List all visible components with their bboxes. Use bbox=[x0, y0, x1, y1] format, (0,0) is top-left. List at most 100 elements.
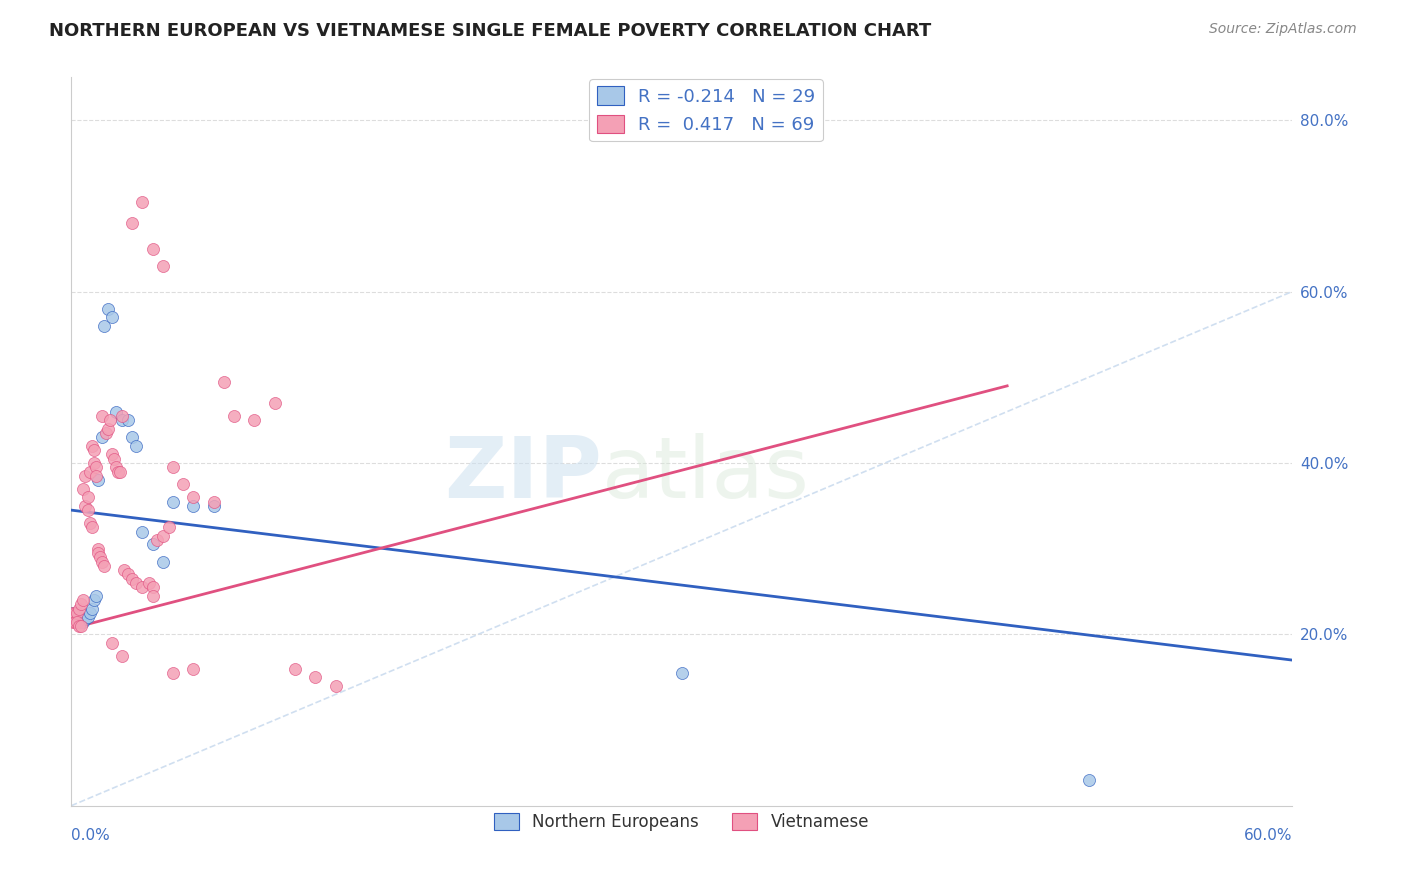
Point bbox=[107, 465, 129, 479]
Text: atlas: atlas bbox=[602, 433, 810, 516]
Point bbox=[62, 606, 84, 620]
Point bbox=[157, 520, 180, 534]
Point bbox=[75, 612, 97, 626]
Point bbox=[111, 648, 134, 663]
Point bbox=[103, 451, 125, 466]
Point bbox=[117, 567, 139, 582]
Point bbox=[67, 619, 90, 633]
Point bbox=[284, 662, 307, 676]
Point bbox=[325, 679, 347, 693]
Point bbox=[152, 259, 174, 273]
Point bbox=[75, 468, 97, 483]
Point bbox=[162, 494, 184, 508]
Point bbox=[70, 619, 93, 633]
Point bbox=[162, 665, 184, 680]
Point bbox=[76, 490, 98, 504]
Point bbox=[79, 465, 101, 479]
Point bbox=[152, 529, 174, 543]
Point bbox=[202, 499, 225, 513]
Point bbox=[86, 541, 108, 556]
Point bbox=[108, 465, 131, 479]
Point bbox=[105, 460, 128, 475]
Point bbox=[121, 572, 143, 586]
Point bbox=[181, 499, 204, 513]
Point bbox=[125, 439, 148, 453]
Point bbox=[93, 558, 115, 573]
Point bbox=[76, 503, 98, 517]
Point bbox=[67, 601, 90, 615]
Point bbox=[65, 615, 87, 629]
Point bbox=[83, 593, 105, 607]
Point bbox=[671, 665, 693, 680]
Point bbox=[80, 439, 103, 453]
Point bbox=[162, 460, 184, 475]
Point bbox=[222, 409, 245, 423]
Point bbox=[152, 555, 174, 569]
Point bbox=[101, 447, 124, 461]
Point bbox=[90, 409, 112, 423]
Point bbox=[84, 468, 107, 483]
Point bbox=[93, 318, 115, 333]
Point bbox=[72, 615, 94, 629]
Point bbox=[131, 524, 153, 539]
Point bbox=[142, 537, 165, 551]
Point bbox=[80, 601, 103, 615]
Point bbox=[121, 430, 143, 444]
Point bbox=[70, 598, 93, 612]
Point bbox=[66, 615, 89, 629]
Point bbox=[62, 606, 84, 620]
Point bbox=[97, 301, 120, 316]
Point bbox=[83, 456, 105, 470]
Text: 0.0%: 0.0% bbox=[72, 828, 110, 843]
Point bbox=[76, 610, 98, 624]
Point bbox=[145, 533, 167, 548]
Point bbox=[75, 499, 97, 513]
Point bbox=[263, 396, 285, 410]
Point bbox=[101, 310, 124, 325]
Point bbox=[142, 580, 165, 594]
Text: Source: ZipAtlas.com: Source: ZipAtlas.com bbox=[1209, 22, 1357, 37]
Point bbox=[131, 580, 153, 594]
Point bbox=[90, 430, 112, 444]
Point bbox=[67, 612, 90, 626]
Point bbox=[202, 494, 225, 508]
Point bbox=[97, 422, 120, 436]
Text: NORTHERN EUROPEAN VS VIETNAMESE SINGLE FEMALE POVERTY CORRELATION CHART: NORTHERN EUROPEAN VS VIETNAMESE SINGLE F… bbox=[49, 22, 931, 40]
Point bbox=[89, 550, 111, 565]
Point bbox=[84, 460, 107, 475]
Point bbox=[72, 482, 94, 496]
Point bbox=[79, 606, 101, 620]
Point bbox=[131, 194, 153, 209]
Point bbox=[70, 615, 93, 629]
Point bbox=[138, 576, 160, 591]
Text: ZIP: ZIP bbox=[444, 433, 602, 516]
Point bbox=[117, 413, 139, 427]
Point bbox=[142, 242, 165, 256]
Point bbox=[86, 473, 108, 487]
Point bbox=[121, 216, 143, 230]
Point bbox=[98, 413, 121, 427]
Point bbox=[181, 490, 204, 504]
Point bbox=[125, 576, 148, 591]
Point bbox=[65, 606, 87, 620]
Point bbox=[181, 662, 204, 676]
Point bbox=[111, 413, 134, 427]
Point bbox=[304, 670, 326, 684]
Point bbox=[66, 610, 89, 624]
Text: 60.0%: 60.0% bbox=[1243, 828, 1292, 843]
Point bbox=[94, 425, 117, 440]
Point bbox=[101, 636, 124, 650]
Point bbox=[142, 589, 165, 603]
Point bbox=[80, 520, 103, 534]
Point bbox=[90, 555, 112, 569]
Point bbox=[212, 375, 235, 389]
Point bbox=[83, 443, 105, 458]
Point bbox=[79, 516, 101, 530]
Point bbox=[62, 615, 84, 629]
Point bbox=[243, 413, 266, 427]
Point bbox=[1077, 772, 1099, 787]
Legend: Northern Europeans, Vietnamese: Northern Europeans, Vietnamese bbox=[488, 806, 876, 838]
Point bbox=[66, 606, 89, 620]
Point bbox=[111, 409, 134, 423]
Point bbox=[84, 589, 107, 603]
